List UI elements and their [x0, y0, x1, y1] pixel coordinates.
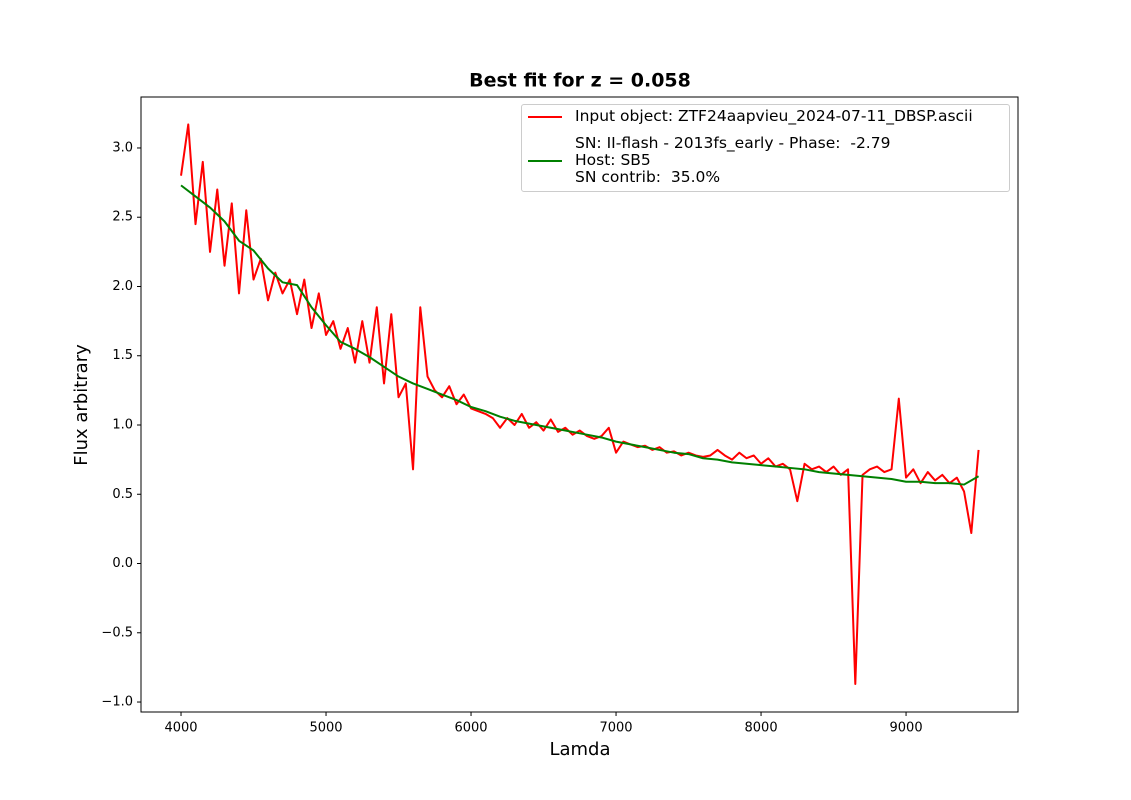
legend-entry: SN: II-flash - 2013fs_early - Phase: -2.…: [522, 135, 1009, 186]
legend-label: Input object: ZTF24aapvieu_2024-07-11_DB…: [575, 107, 973, 125]
y-tick-label: −0.5: [101, 625, 133, 640]
x-tick-label: 8000: [745, 721, 778, 736]
plot-frame: [140, 96, 1019, 713]
y-tick-label: 2.0: [112, 279, 133, 294]
series-line: [180, 123, 980, 686]
x-axis-label: Lamda: [549, 739, 610, 760]
legend-label: SN: II-flash - 2013fs_early - Phase: -2.…: [575, 134, 891, 186]
x-tick-label: 4000: [164, 721, 197, 736]
y-tick-label: −1.0: [101, 695, 133, 710]
y-tick-label: 1.0: [112, 418, 133, 433]
chart-title: Best fit for z = 0.058: [469, 70, 691, 92]
legend-swatch: [528, 159, 562, 162]
x-tick-label: 9000: [890, 721, 923, 736]
y-tick-label: 0.5: [112, 487, 133, 502]
x-tick-label: 7000: [599, 721, 632, 736]
y-tick-label: 2.5: [112, 210, 133, 225]
y-axis-label: Flux arbitrary: [71, 344, 92, 466]
series-line: [180, 184, 980, 486]
x-tick-label: 6000: [454, 721, 487, 736]
x-tick-label: 5000: [309, 721, 342, 736]
y-tick-label: 3.0: [112, 140, 133, 155]
legend: Input object: ZTF24aapvieu_2024-07-11_DB…: [521, 104, 1010, 192]
legend-entry: Input object: ZTF24aapvieu_2024-07-11_DB…: [522, 108, 1009, 125]
y-tick-label: 1.5: [112, 348, 133, 363]
y-tick-label: 0.0: [112, 556, 133, 571]
legend-swatch: [528, 115, 562, 118]
